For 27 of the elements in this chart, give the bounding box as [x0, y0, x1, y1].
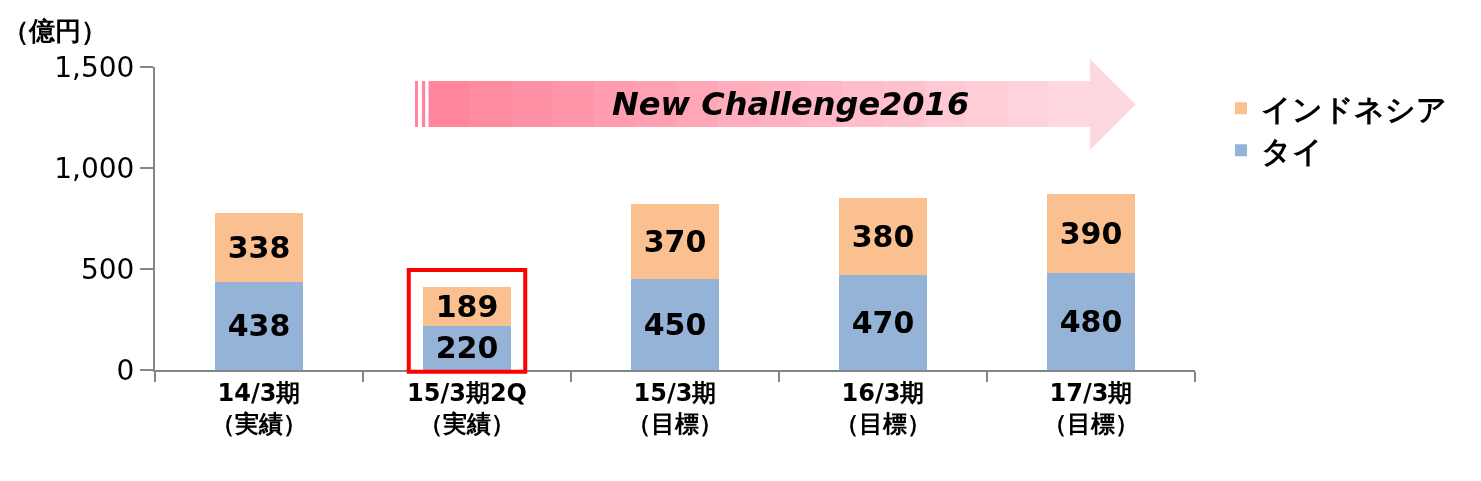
y-tick-label: 0 — [116, 353, 135, 387]
x-tick-label: 14/3期（実績） — [211, 378, 307, 438]
data-label: 450 — [643, 307, 707, 343]
data-label: 390 — [1059, 216, 1123, 252]
bar — [1047, 273, 1135, 370]
data-label: 189 — [435, 288, 499, 324]
bar — [839, 275, 927, 370]
legend-label: タイ — [1261, 133, 1323, 169]
data-label: 480 — [1059, 304, 1123, 340]
x-tick-label: 16/3期（目標） — [835, 378, 931, 438]
bar — [631, 204, 719, 280]
y-tick-label: 1,000 — [54, 151, 135, 185]
annotation: New Challenge2016 — [612, 85, 970, 123]
y-tick-label: 1,500 — [54, 50, 135, 84]
legend-label: インドネシア — [1261, 91, 1447, 127]
x-tick-label: 15/3期2Q（実績） — [407, 378, 527, 438]
y-tick-label: 500 — [80, 252, 135, 286]
data-label: 470 — [851, 305, 915, 341]
data-label: 380 — [851, 219, 915, 255]
y-axis-title: （億円） — [3, 16, 107, 46]
data-label: 438 — [227, 308, 291, 344]
bar — [631, 279, 719, 370]
data-label: 370 — [643, 224, 707, 260]
x-tick-label: 17/3期（目標） — [1043, 378, 1139, 438]
x-tick-label: 15/3期（目標） — [627, 378, 723, 438]
data-label: 338 — [227, 229, 291, 265]
data-label: 220 — [435, 330, 499, 366]
